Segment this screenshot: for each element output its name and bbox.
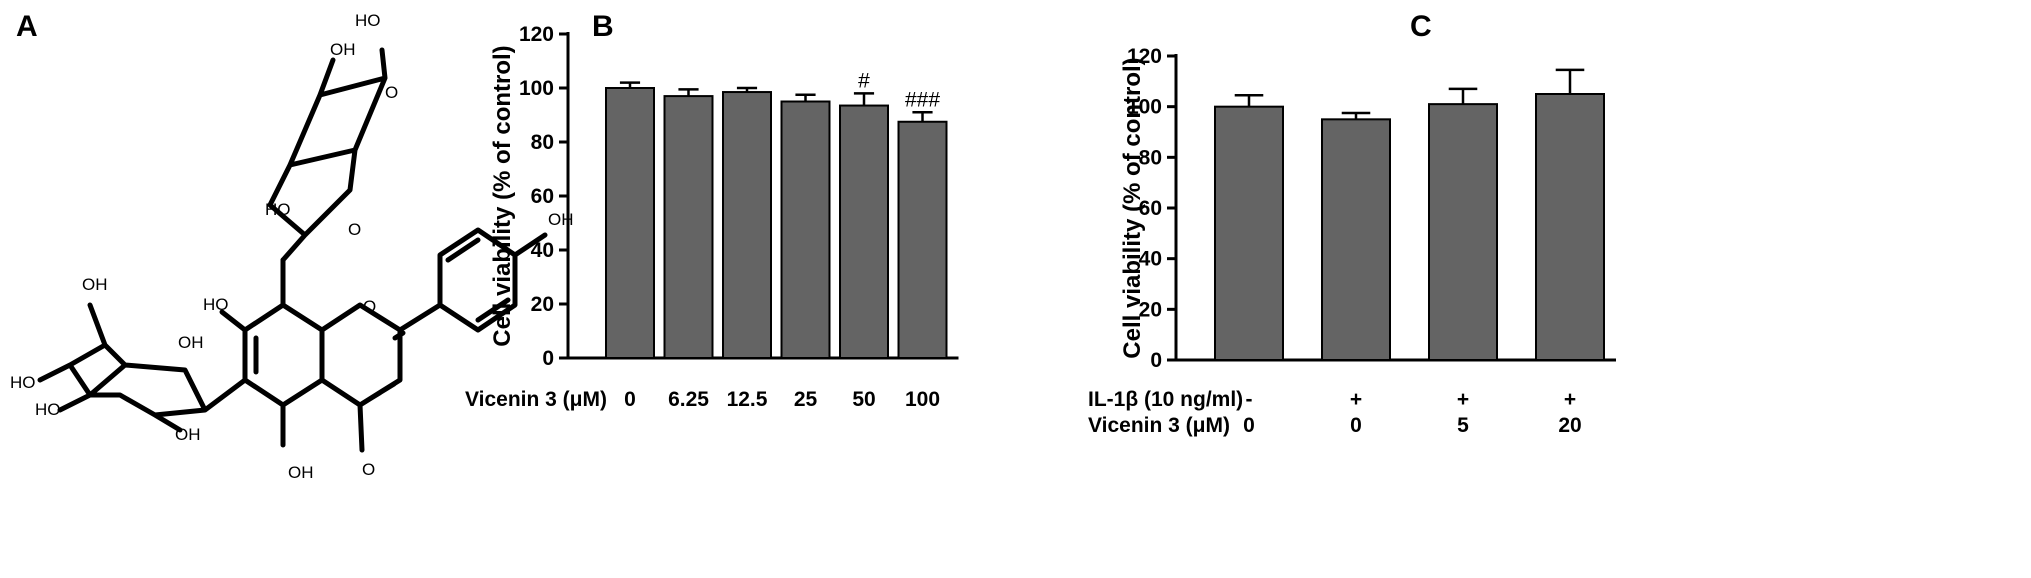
condition-value: 0 (1350, 414, 1362, 437)
bar (780, 100, 831, 359)
error-bar (678, 88, 699, 97)
condition-value: + (1350, 388, 1362, 411)
error-bar (1555, 68, 1585, 94)
condition-value: 20 (1558, 414, 1581, 437)
condition-value: 100 (905, 388, 940, 411)
atom-label: O (348, 220, 361, 239)
error-bar (619, 81, 641, 88)
y-tick-label: 0 (542, 347, 554, 370)
phenyl-ring (397, 227, 548, 333)
bar (605, 87, 655, 359)
condition-value: 5 (1457, 414, 1469, 437)
y-axis-title: Cell viability (% of control) (1119, 57, 1146, 358)
y-tick-label: 120 (519, 23, 554, 46)
significance-annotation: ### (905, 88, 940, 111)
atom-label: HO (10, 373, 36, 392)
condition-value: 25 (794, 388, 818, 411)
significance-annotation: # (858, 69, 870, 92)
chromone-rings (219, 257, 406, 453)
atom-label: O (362, 460, 375, 479)
atom-label: HO (265, 200, 291, 219)
bar (1428, 103, 1498, 361)
bar (663, 95, 714, 359)
y-tick-label: 100 (1127, 96, 1162, 119)
atom-label: HO (35, 400, 61, 419)
panel-label-b: B (592, 10, 614, 43)
panel-label-c: C (1410, 10, 1432, 43)
atom-label: O (385, 83, 398, 102)
y-tick-label: 0 (1150, 349, 1162, 372)
condition-value: 0 (1243, 414, 1255, 437)
condition-value: 0 (624, 388, 636, 411)
y-tick-label: 40 (531, 239, 554, 262)
atom-label: OH (175, 425, 201, 444)
y-tick-label: 20 (1139, 298, 1162, 321)
bar (1214, 105, 1284, 361)
bar (839, 104, 889, 359)
atom-label: OH (288, 463, 314, 482)
atom-label: OH (178, 333, 204, 352)
y-tick-label: 120 (1127, 45, 1162, 68)
atom-label: HO (203, 295, 229, 314)
y-axis-title: Cell viability (% of control) (489, 45, 516, 346)
condition-value: 12.5 (727, 388, 768, 411)
condition-value: - (1246, 388, 1253, 411)
error-bar (853, 92, 875, 106)
condition-value: + (1457, 388, 1469, 411)
error-bar (1448, 87, 1478, 105)
error-bar (1234, 94, 1264, 107)
condition-row-label: Vicenin 3 (μM) (1088, 414, 1230, 437)
top-sugar-ring (267, 47, 388, 263)
bar (722, 91, 772, 360)
atom-label: OH (82, 275, 108, 294)
y-tick-label: 60 (1139, 197, 1162, 220)
y-tick-label: 40 (1139, 248, 1162, 271)
atom-label: OH (330, 40, 356, 59)
condition-row-label: Vicenin 3 (μM) (465, 388, 607, 411)
left-sugar-ring (37, 302, 248, 433)
atom-label: OH (548, 210, 574, 229)
error-bar (1341, 111, 1371, 120)
bar (897, 120, 948, 359)
condition-value: 50 (852, 388, 875, 411)
bar (1321, 118, 1391, 362)
error-bar (795, 93, 816, 102)
error-bar (736, 86, 758, 93)
panel-label-a: A (16, 10, 38, 43)
y-tick-label: 80 (1139, 146, 1162, 169)
condition-value: + (1564, 388, 1576, 411)
atom-label: O (363, 297, 376, 316)
y-tick-label: 100 (519, 77, 554, 100)
condition-row-label: IL-1β (10 ng/ml) (1088, 388, 1243, 411)
error-bar (912, 111, 933, 122)
condition-value: 6.25 (668, 388, 709, 411)
chemical-structure: HO OH HO O OH OH HO HO OH HO O OH OH O O (10, 11, 574, 482)
y-tick-label: 60 (531, 185, 554, 208)
bar (1535, 93, 1605, 361)
y-tick-label: 20 (531, 293, 554, 316)
atom-label: HO (355, 11, 381, 30)
y-tick-label: 80 (531, 131, 554, 154)
